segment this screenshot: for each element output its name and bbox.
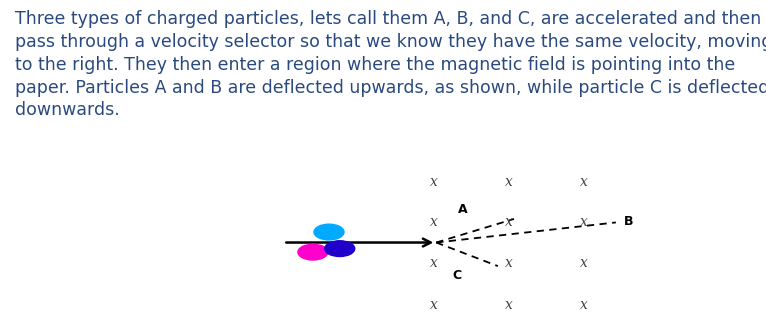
- Text: C: C: [452, 269, 461, 282]
- Text: B: B: [624, 215, 633, 228]
- Text: x: x: [430, 215, 437, 229]
- Text: downwards.: downwards.: [15, 101, 120, 120]
- Text: x: x: [430, 298, 437, 311]
- Text: x: x: [505, 175, 512, 189]
- Text: x: x: [430, 256, 437, 269]
- Text: x: x: [505, 298, 512, 311]
- Ellipse shape: [298, 244, 328, 260]
- Text: pass through a velocity selector so that we know they have the same velocity, mo: pass through a velocity selector so that…: [15, 33, 766, 51]
- Text: to the right. They then enter a region where the magnetic field is pointing into: to the right. They then enter a region w…: [15, 56, 735, 74]
- Text: x: x: [580, 298, 588, 311]
- Text: paper. Particles A and B are deflected upwards, as shown, while particle C is de: paper. Particles A and B are deflected u…: [15, 79, 766, 97]
- Ellipse shape: [314, 224, 344, 240]
- Text: A: A: [458, 203, 468, 216]
- Text: x: x: [430, 175, 437, 189]
- Text: x: x: [505, 256, 512, 269]
- Text: x: x: [580, 256, 588, 269]
- Ellipse shape: [325, 241, 355, 256]
- Text: Three types of charged particles, lets call them A, B, and C, are accelerated an: Three types of charged particles, lets c…: [15, 10, 761, 28]
- Text: x: x: [580, 175, 588, 189]
- Text: x: x: [580, 215, 588, 229]
- Text: x: x: [505, 215, 512, 229]
